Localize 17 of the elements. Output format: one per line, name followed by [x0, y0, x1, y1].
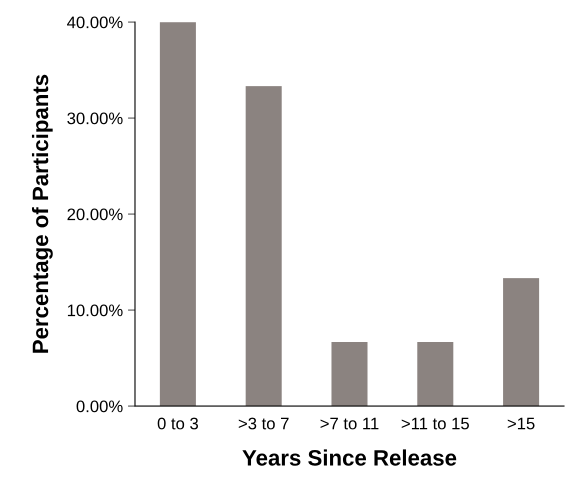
x-tick-label: >7 to 11: [320, 418, 378, 430]
y-tick-label: 40.00%: [67, 16, 123, 28]
y-tick-label: 10.00%: [68, 304, 123, 316]
bar: [160, 22, 196, 406]
y-tick-label: 0.00%: [76, 400, 123, 412]
bar: [246, 86, 282, 406]
bar: [331, 342, 368, 406]
bar: [503, 278, 540, 406]
x-tick-label: >15: [508, 418, 535, 430]
y-tick-label: 20.00%: [68, 208, 123, 220]
y-tick-label: 30.00%: [67, 112, 123, 124]
y-axis-title: Percentage of Participants: [32, 74, 53, 353]
bar: [417, 342, 454, 406]
x-tick-label: >3 to 7: [238, 418, 289, 430]
x-tick-label: 0 to 3: [158, 418, 198, 430]
x-tick-label: >11 to 15: [402, 418, 469, 430]
x-axis-title: Years Since Release: [242, 449, 456, 466]
